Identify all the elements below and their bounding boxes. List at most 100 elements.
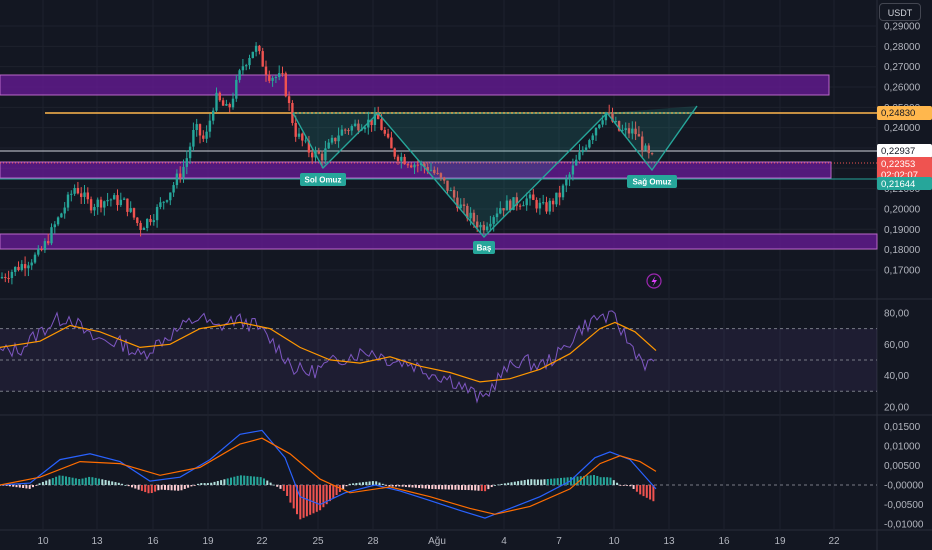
candle-body	[617, 121, 621, 131]
candle-body	[215, 92, 218, 111]
currency-button[interactable]: USDT	[879, 3, 921, 21]
macd-histogram-bar	[325, 485, 328, 505]
macd-histogram-bar	[131, 485, 133, 488]
macd-histogram-bar	[223, 479, 226, 485]
macd-histogram-bar	[266, 480, 269, 485]
macd-histogram-bar	[164, 485, 166, 490]
macd-histogram-bar	[193, 485, 196, 486]
macd-histogram-bar	[626, 485, 628, 486]
candle-body	[594, 127, 598, 136]
candle-body	[228, 104, 231, 108]
macd-histogram-bar	[342, 485, 345, 489]
macd-histogram-bar	[355, 482, 358, 485]
candle-body	[495, 213, 499, 218]
candle-body	[383, 129, 386, 134]
macd-histogram-bar	[302, 485, 305, 518]
macd-histogram-bar	[253, 476, 256, 485]
candle-body	[558, 192, 561, 198]
candle-body	[403, 156, 406, 165]
macd-histogram-bar	[573, 476, 576, 485]
candle-body	[330, 137, 334, 143]
candle-body	[254, 45, 258, 52]
candle-body	[271, 77, 274, 81]
macd-histogram-bar	[388, 485, 391, 487]
macd-histogram-bar	[236, 475, 239, 485]
candle-body	[505, 200, 509, 211]
macd-histogram-bar	[556, 478, 559, 485]
macd-histogram-bar	[206, 483, 209, 485]
macd-histogram-bar	[513, 481, 516, 485]
candle-body	[27, 265, 30, 269]
candle-body	[492, 217, 495, 224]
macd-histogram-bar	[418, 485, 421, 489]
candle-body	[116, 195, 119, 206]
macd-histogram-bar	[8, 485, 11, 487]
candle-body	[103, 201, 106, 208]
candle-body	[225, 104, 228, 106]
macd-histogram-bar	[61, 475, 64, 485]
time-axis-label: 22	[828, 536, 840, 547]
macd-histogram-bar	[292, 485, 295, 509]
macd-histogram-bar	[348, 483, 351, 485]
macd-histogram-bar	[421, 485, 424, 489]
macd-histogram-bar	[408, 485, 411, 488]
left-shoulder-label: Sol Omuz	[300, 173, 346, 186]
candle-body	[413, 164, 416, 168]
candle-body	[433, 169, 436, 174]
macd-histogram-bar	[200, 483, 203, 485]
candle-body	[456, 197, 459, 209]
macd-histogram-bar	[543, 479, 546, 485]
macd-histogram-bar	[18, 485, 21, 488]
macd-histogram-bar	[563, 477, 566, 485]
macd-histogram-bar	[243, 475, 246, 485]
macd-histogram-bar	[127, 485, 130, 487]
macd-histogram-bar	[589, 475, 592, 485]
macd-histogram-bar	[101, 479, 104, 485]
time-axis-label: 4	[501, 536, 507, 547]
macd-histogram-bar	[642, 485, 645, 497]
macd-histogram-bar	[15, 485, 18, 488]
macd-histogram-bar	[183, 485, 186, 489]
candle-body	[129, 208, 132, 212]
candle-body	[281, 73, 284, 75]
macd-histogram-bar	[41, 481, 44, 485]
lightning-icon[interactable]	[646, 273, 662, 289]
macd-histogram-bar	[414, 485, 417, 488]
candle-body	[80, 193, 83, 197]
macd-histogram-bar	[322, 485, 325, 508]
rsi-axis-label: 40,00	[884, 371, 909, 382]
macd-histogram-bar	[454, 485, 457, 490]
candle-body	[192, 130, 195, 147]
macd-histogram-bar	[117, 482, 120, 485]
time-axis[interactable]: 10 13 16 19 22 25 28 Ağu 4 7 10 13 16 19 22	[37, 536, 840, 547]
resistance-price-tag: 0,24830	[877, 106, 932, 120]
candle-body	[165, 200, 169, 202]
macd-histogram-bar	[586, 475, 589, 485]
macd-histogram-bar	[259, 477, 262, 485]
macd-histogram-bar	[639, 485, 642, 495]
candle-body	[584, 147, 588, 150]
macd-histogram-bar	[536, 479, 539, 485]
macd-histogram-bar	[315, 485, 318, 512]
macd-axis: 0,01500 0,01000 0,00500 -0,00000 -0,00500 -0,…	[884, 422, 924, 531]
rsi-line	[0, 310, 655, 404]
macd-histogram-bar	[246, 475, 249, 485]
macd-histogram-bar	[226, 478, 229, 485]
svg-text:02:02:07: 02:02:07	[881, 170, 918, 181]
candle-body	[179, 173, 182, 178]
macd-histogram-bar	[263, 478, 265, 485]
candle-body	[251, 51, 254, 58]
macd-histogram-bar	[500, 483, 503, 485]
candle-body	[459, 204, 462, 209]
macd-histogram-bar	[447, 485, 450, 490]
macd-histogram-bar	[579, 476, 582, 485]
candle-body	[221, 100, 225, 106]
svg-text:0,21644: 0,21644	[881, 179, 915, 190]
price-axis-label: 0,26000	[884, 82, 921, 93]
macd-histogram-bar	[249, 476, 252, 485]
macd-histogram-bar	[411, 485, 414, 488]
svg-text:Baş: Baş	[477, 244, 492, 253]
macd-histogram-bar	[616, 482, 619, 485]
candle-body	[261, 51, 264, 67]
